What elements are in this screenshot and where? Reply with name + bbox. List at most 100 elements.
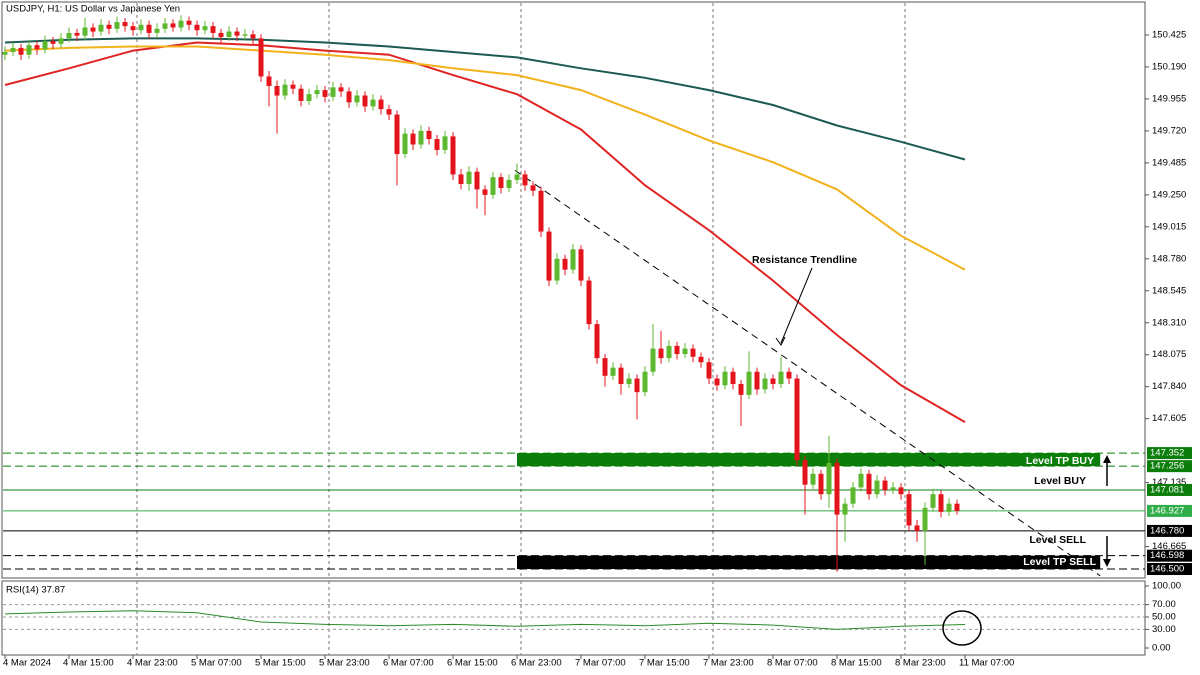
candle-body: [402, 133, 408, 155]
candle-body: [330, 87, 336, 97]
candle-body: [610, 367, 616, 376]
y-tick-label: 147.840: [1152, 381, 1186, 392]
x-tick-label: 6 Mar 23:00: [511, 658, 562, 669]
candle-body: [538, 190, 544, 232]
candle-body: [218, 32, 224, 38]
candle-body: [546, 231, 552, 281]
candle-body: [874, 480, 880, 495]
candle-body: [290, 84, 296, 89]
candle-body: [346, 91, 352, 103]
candle-body: [738, 383, 744, 395]
candle-body: [618, 367, 624, 384]
candle-body: [146, 24, 152, 33]
candle-body: [826, 462, 832, 495]
candle-body: [642, 371, 648, 393]
x-tick-label: 6 Mar 15:00: [447, 658, 498, 669]
main-frame: [1, 1, 1146, 579]
candle-body: [882, 480, 888, 491]
x-tick-label: 5 Mar 15:00: [255, 658, 306, 669]
candle-body: [938, 494, 944, 512]
rsi-tick-label: 30.00: [1152, 624, 1176, 635]
rsi-title: RSI(14) 37.87: [6, 585, 65, 596]
y-tick-label: 150.425: [1152, 29, 1186, 40]
zone: [517, 453, 1101, 467]
x-tick-label: 4 Mar 23:00: [127, 658, 178, 669]
x-tick-label: 6 Mar 07:00: [383, 658, 434, 669]
candle-body: [578, 249, 584, 281]
level-label: 146.927: [1150, 505, 1184, 516]
candle-body: [658, 348, 664, 359]
annotation: Resistance Trendline: [752, 254, 857, 266]
candle-body: [490, 177, 496, 195]
candle-body: [306, 94, 312, 101]
level-box: [1147, 447, 1192, 460]
candle-body: [746, 371, 752, 395]
candle-body: [906, 494, 912, 526]
candle-body: [354, 95, 360, 103]
candle-body: [474, 171, 480, 190]
candle-body: [842, 503, 848, 515]
zone: [517, 555, 1101, 570]
candle-body: [890, 487, 896, 491]
candle-body: [162, 23, 168, 29]
candle-body: [378, 99, 384, 110]
candle-body: [42, 41, 48, 50]
candle-body: [850, 487, 856, 504]
candle-body: [362, 95, 368, 107]
y-tick-label: 148.310: [1152, 317, 1186, 328]
x-tick-label: 7 Mar 23:00: [703, 658, 754, 669]
candle-body: [258, 38, 264, 77]
candle-body: [858, 473, 864, 488]
candle-body: [418, 130, 424, 145]
down-arrowhead: [1103, 559, 1111, 567]
candle-body: [138, 24, 144, 31]
candle-body: [786, 371, 792, 379]
candle-body: [18, 47, 24, 55]
candle-body: [274, 85, 280, 96]
rsi-line: [4, 610, 966, 630]
rsi-tick-label: 0.00: [1152, 643, 1171, 654]
x-tick-label: 4 Mar 2024: [3, 658, 51, 669]
y-tick-label: 147.605: [1152, 413, 1186, 424]
level-box: [1147, 483, 1192, 496]
candle-body: [674, 345, 680, 355]
candle-body: [954, 503, 960, 511]
x-tick-label: 7 Mar 15:00: [639, 658, 690, 669]
candle-body: [210, 26, 216, 33]
candle-body: [434, 139, 440, 150]
x-tick-label: 7 Mar 07:00: [575, 658, 626, 669]
candle-body: [482, 189, 488, 195]
candle-body: [682, 348, 688, 355]
candle-body: [922, 507, 928, 531]
candle-body: [90, 27, 96, 32]
x-tick-label: 4 Mar 15:00: [63, 658, 114, 669]
rsi-tick-label: 70.00: [1152, 599, 1176, 610]
candle-body: [602, 358, 608, 376]
candle-body: [770, 378, 776, 384]
candle-body: [298, 88, 304, 101]
candle-body: [338, 87, 344, 92]
candle-body: [74, 32, 80, 36]
y-tick-label: 146.665: [1152, 541, 1186, 552]
candle-body: [114, 22, 120, 29]
candle-body: [82, 27, 88, 36]
candle-body: [698, 356, 704, 363]
annotation-arrowhead: [775, 336, 786, 346]
candle-body: [170, 23, 176, 28]
candle-body: [458, 174, 464, 184]
candle-body: [154, 28, 160, 33]
candle-body: [194, 24, 200, 31]
candle-body: [722, 371, 728, 386]
candle-body: [282, 84, 288, 96]
level-label: Level TP SELL: [1023, 556, 1096, 568]
y-tick-label: 149.955: [1152, 93, 1186, 104]
candle-body: [666, 345, 672, 359]
candle-body: [442, 136, 448, 150]
y-tick-label: 149.015: [1152, 221, 1186, 232]
candle-body: [122, 22, 128, 27]
candle-body: [714, 378, 720, 386]
candle-body: [706, 362, 712, 379]
y-tick-label: 148.075: [1152, 349, 1186, 360]
candle-body: [234, 31, 240, 36]
